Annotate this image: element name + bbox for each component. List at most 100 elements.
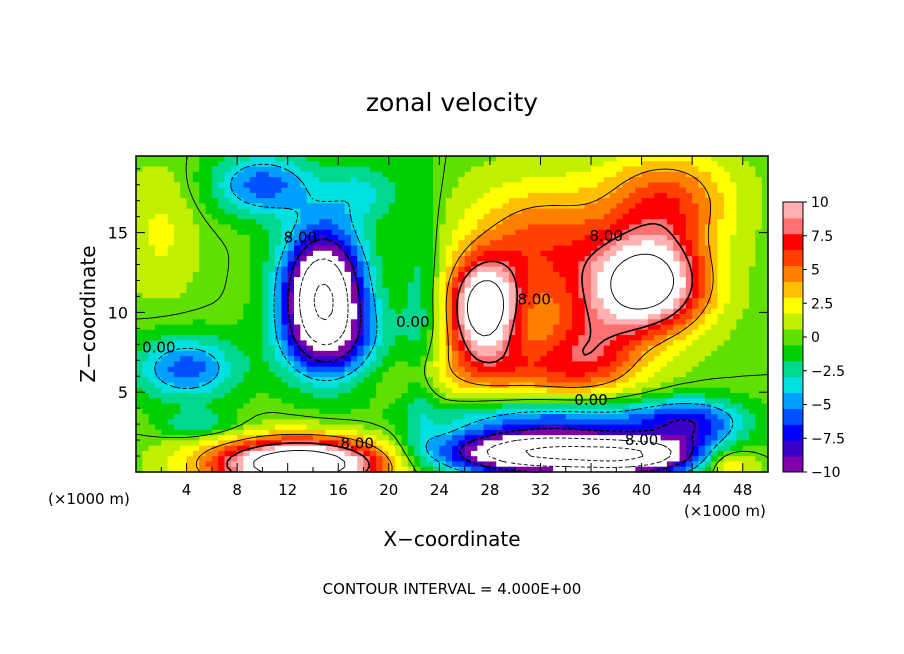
- heat-cell: [704, 271, 712, 278]
- heat-cell: [414, 166, 421, 173]
- heat-cell: [256, 166, 263, 173]
- heat-cell: [711, 187, 719, 194]
- heat-cell: [433, 171, 440, 178]
- heat-cell: [508, 171, 516, 178]
- heat-cell: [572, 198, 579, 204]
- heat-cell: [237, 224, 245, 231]
- heat-cell: [167, 387, 175, 394]
- heat-cell: [489, 235, 497, 241]
- heat-cell: [755, 250, 763, 257]
- heat-cell: [414, 250, 421, 257]
- heat-cell: [331, 408, 339, 415]
- heat-cell: [173, 303, 181, 310]
- heat-cell: [331, 177, 339, 183]
- heat-cell: [142, 303, 150, 310]
- heat-cell: [742, 319, 750, 326]
- heat-cell: [685, 314, 693, 320]
- heat-cell: [565, 203, 573, 210]
- heat-cell: [325, 403, 333, 410]
- heat-cell: [597, 282, 605, 289]
- heat-cell: [344, 182, 352, 189]
- heat-cell: [382, 350, 390, 357]
- heat-cell: [363, 287, 371, 294]
- heat-cell: [294, 235, 301, 241]
- heat-cell: [597, 361, 605, 368]
- heat-cell: [489, 393, 497, 399]
- heat-cell: [180, 208, 188, 215]
- heat-cell: [616, 298, 624, 305]
- heat-cell: [161, 224, 169, 231]
- heat-cell: [294, 408, 301, 415]
- heat-cell: [527, 240, 535, 247]
- heat-cell: [584, 292, 592, 299]
- heat-cell: [717, 303, 725, 310]
- heat-cell: [553, 356, 561, 362]
- heat-cell: [395, 345, 403, 352]
- heat-cell: [572, 377, 579, 384]
- heat-cell: [660, 408, 668, 415]
- heat-cell: [357, 213, 365, 220]
- heat-cell: [306, 350, 314, 357]
- heat-cell: [508, 224, 516, 231]
- heat-cell: [546, 177, 554, 183]
- heat-cell: [306, 208, 314, 215]
- heat-cell: [666, 366, 674, 373]
- heat-cell: [350, 213, 358, 220]
- heat-cell: [559, 229, 567, 236]
- heat-cell: [344, 266, 352, 273]
- heat-cell: [666, 350, 674, 357]
- heat-cell: [433, 203, 440, 210]
- heat-cell: [224, 356, 232, 362]
- heat-cell: [350, 387, 358, 394]
- heat-cell: [622, 403, 630, 410]
- heat-cell: [319, 187, 327, 194]
- heat-cell: [572, 240, 579, 247]
- heat-cell: [660, 350, 668, 357]
- heat-cell: [470, 245, 478, 252]
- heat-cell: [723, 250, 731, 257]
- heat-cell: [186, 335, 194, 341]
- heat-cell: [154, 387, 162, 394]
- heat-cell: [262, 319, 270, 326]
- heat-cell: [136, 240, 143, 247]
- heat-cell: [546, 393, 554, 399]
- heat-cell: [199, 287, 207, 294]
- heat-cell: [243, 235, 251, 241]
- heat-cell: [591, 161, 598, 168]
- heat-cell: [167, 345, 175, 352]
- heat-cell: [319, 356, 327, 362]
- heat-cell: [426, 414, 434, 420]
- heat-cell: [382, 229, 390, 236]
- heat-cell: [464, 414, 472, 420]
- heat-cell: [281, 182, 289, 189]
- heat-cell: [736, 303, 744, 310]
- heat-cell: [230, 335, 238, 341]
- heat-cell: [578, 335, 586, 341]
- heat-cell: [470, 329, 478, 336]
- heat-cell: [641, 387, 649, 394]
- heat-cell: [439, 271, 447, 278]
- heat-cell: [433, 298, 440, 305]
- heat-cell: [388, 371, 396, 378]
- heat-cell: [685, 224, 693, 231]
- heat-cell: [205, 308, 213, 315]
- heat-cell: [749, 377, 756, 384]
- heat-cell: [426, 356, 434, 362]
- heat-cell: [761, 340, 769, 347]
- heat-cell: [616, 366, 624, 373]
- heat-cell: [628, 387, 636, 394]
- heat-cell: [433, 387, 440, 394]
- heat-cell: [142, 235, 150, 241]
- heat-cell: [508, 192, 516, 199]
- heat-cell: [572, 235, 579, 241]
- heat-cell: [692, 319, 700, 326]
- heat-cell: [237, 345, 245, 352]
- heat-cell: [256, 382, 263, 389]
- heat-cell: [527, 414, 535, 420]
- heat-cell: [186, 166, 194, 173]
- heat-cell: [704, 335, 712, 341]
- heat-cell: [331, 298, 339, 305]
- heat-cell: [401, 314, 409, 320]
- heat-cell: [249, 387, 257, 394]
- heat-cell: [704, 308, 712, 315]
